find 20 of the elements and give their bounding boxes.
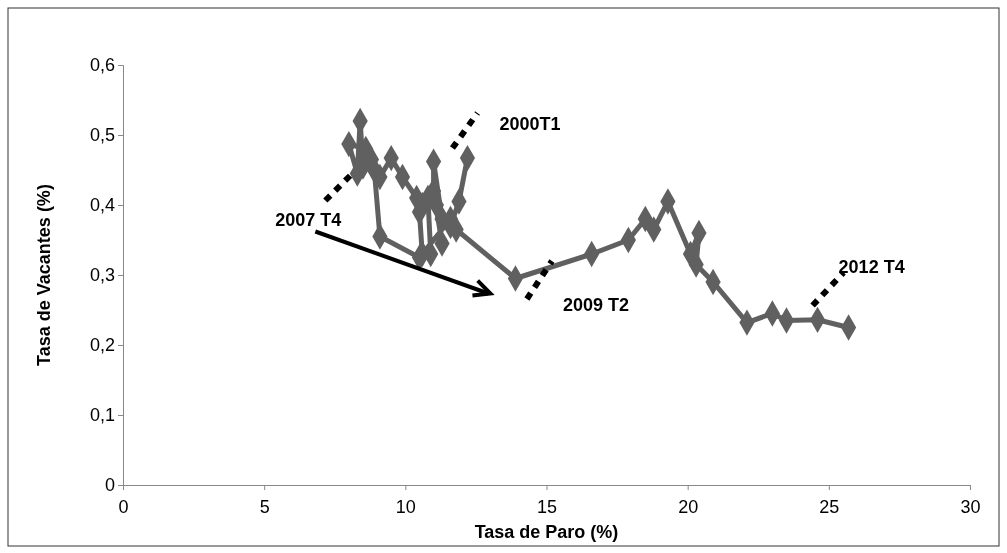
x-tick-label: 20 — [678, 496, 699, 517]
x-tick-label: 0 — [118, 496, 129, 517]
x-tick-label: 30 — [960, 496, 981, 517]
annotation: 2012 T4 — [838, 256, 905, 277]
annotation: 2007 T4 — [275, 209, 342, 230]
annotation: 2000T1 — [499, 114, 561, 135]
y-tick-label: 0,5 — [89, 125, 115, 146]
y-tick-label: 0,2 — [89, 335, 115, 356]
annotation: 2009 T2 — [562, 295, 629, 315]
y-tick-label: 0 — [104, 475, 115, 496]
x-tick-label: 25 — [819, 496, 840, 517]
x-axis-title: Tasa de Paro (%) — [474, 522, 619, 542]
y-tick-label: 0,4 — [89, 195, 115, 216]
y-tick-label: 0,6 — [89, 55, 115, 76]
x-tick-label: 15 — [536, 496, 558, 517]
y-tick-label: 0,1 — [89, 405, 115, 426]
x-tick-label: 5 — [259, 496, 270, 517]
y-tick-label: 0,3 — [89, 265, 115, 286]
y-axis-title: Tasa de Vacantes (%) — [34, 184, 54, 366]
x-tick-label: 10 — [395, 496, 416, 517]
